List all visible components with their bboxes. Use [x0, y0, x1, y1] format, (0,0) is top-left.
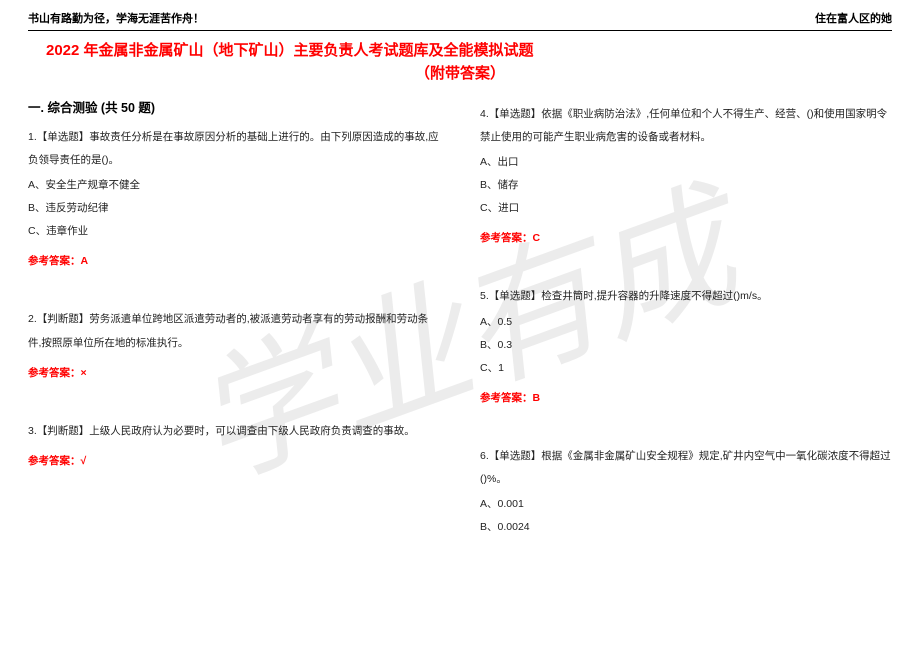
- question-1: 1.【单选题】事故责任分析是在事故原因分析的基础上进行的。由下列原因造成的事故,…: [28, 126, 440, 243]
- right-column: 4.【单选题】依据《职业病防治法》,任何单位和个人不得生产、经营、()和使用国家…: [480, 97, 892, 549]
- q5-opt-b: B、0.3: [480, 334, 892, 357]
- title-main: 2022 年金属非金属矿山（地下矿山）主要负责人考试题库及全能模拟试题: [46, 39, 892, 60]
- q1-stem: 1.【单选题】事故责任分析是在事故原因分析的基础上进行的。由下列原因造成的事故,…: [28, 126, 440, 172]
- q5-stem: 5.【单选题】检查井筒时,提升容器的升降速度不得超过()m/s。: [480, 285, 892, 308]
- title-sub: （附带答案）: [230, 62, 690, 83]
- q6-opt-b: B、0.0024: [480, 516, 892, 539]
- q2-answer: 参考答案：×: [28, 365, 440, 380]
- q1-opt-a: A、安全生产规章不健全: [28, 174, 440, 197]
- q4-opt-a: A、出口: [480, 151, 892, 174]
- question-5: 5.【单选题】检查井筒时,提升容器的升降速度不得超过()m/s。 A、0.5 B…: [480, 285, 892, 379]
- question-6: 6.【单选题】根据《金属非金属矿山安全规程》规定,矿井内空气中一氧化碳浓度不得超…: [480, 445, 892, 539]
- q5-answer: 参考答案：B: [480, 390, 892, 405]
- page: 书山有路勤为径，学海无涯苦作舟！ 住在富人区的她 2022 年金属非金属矿山（地…: [0, 0, 920, 549]
- q4-stem: 4.【单选题】依据《职业病防治法》,任何单位和个人不得生产、经营、()和使用国家…: [480, 103, 892, 149]
- q4-answer: 参考答案：C: [480, 230, 892, 245]
- columns: 一. 综合测验 (共 50 题) 1.【单选题】事故责任分析是在事故原因分析的基…: [28, 97, 892, 549]
- left-column: 一. 综合测验 (共 50 题) 1.【单选题】事故责任分析是在事故原因分析的基…: [28, 97, 440, 549]
- section-head: 一. 综合测验 (共 50 题): [28, 97, 440, 116]
- header-left: 书山有路勤为径，学海无涯苦作舟！: [28, 10, 204, 26]
- q4-opt-b: B、储存: [480, 174, 892, 197]
- q1-opt-c: C、违章作业: [28, 220, 440, 243]
- q1-opt-b: B、违反劳动纪律: [28, 197, 440, 220]
- q4-opt-c: C、进口: [480, 197, 892, 220]
- q3-stem: 3.【判断题】上级人民政府认为必要时，可以调查由下级人民政府负责调查的事故。: [28, 420, 440, 443]
- question-2: 2.【判断题】劳务派遣单位跨地区派遣劳动者的,被派遣劳动者享有的劳动报酬和劳动条…: [28, 308, 440, 354]
- q5-opt-c: C、1: [480, 357, 892, 380]
- header-bar: 书山有路勤为径，学海无涯苦作舟！ 住在富人区的她: [28, 10, 892, 31]
- q6-opt-a: A、0.001: [480, 493, 892, 516]
- q2-stem: 2.【判断题】劳务派遣单位跨地区派遣劳动者的,被派遣劳动者享有的劳动报酬和劳动条…: [28, 308, 440, 354]
- q3-answer: 参考答案：√: [28, 453, 440, 468]
- question-3: 3.【判断题】上级人民政府认为必要时，可以调查由下级人民政府负责调查的事故。: [28, 420, 440, 443]
- q6-stem: 6.【单选题】根据《金属非金属矿山安全规程》规定,矿井内空气中一氧化碳浓度不得超…: [480, 445, 892, 491]
- header-right: 住在富人区的她: [815, 10, 892, 26]
- q5-opt-a: A、0.5: [480, 311, 892, 334]
- question-4: 4.【单选题】依据《职业病防治法》,任何单位和个人不得生产、经营、()和使用国家…: [480, 103, 892, 220]
- q1-answer: 参考答案：A: [28, 253, 440, 268]
